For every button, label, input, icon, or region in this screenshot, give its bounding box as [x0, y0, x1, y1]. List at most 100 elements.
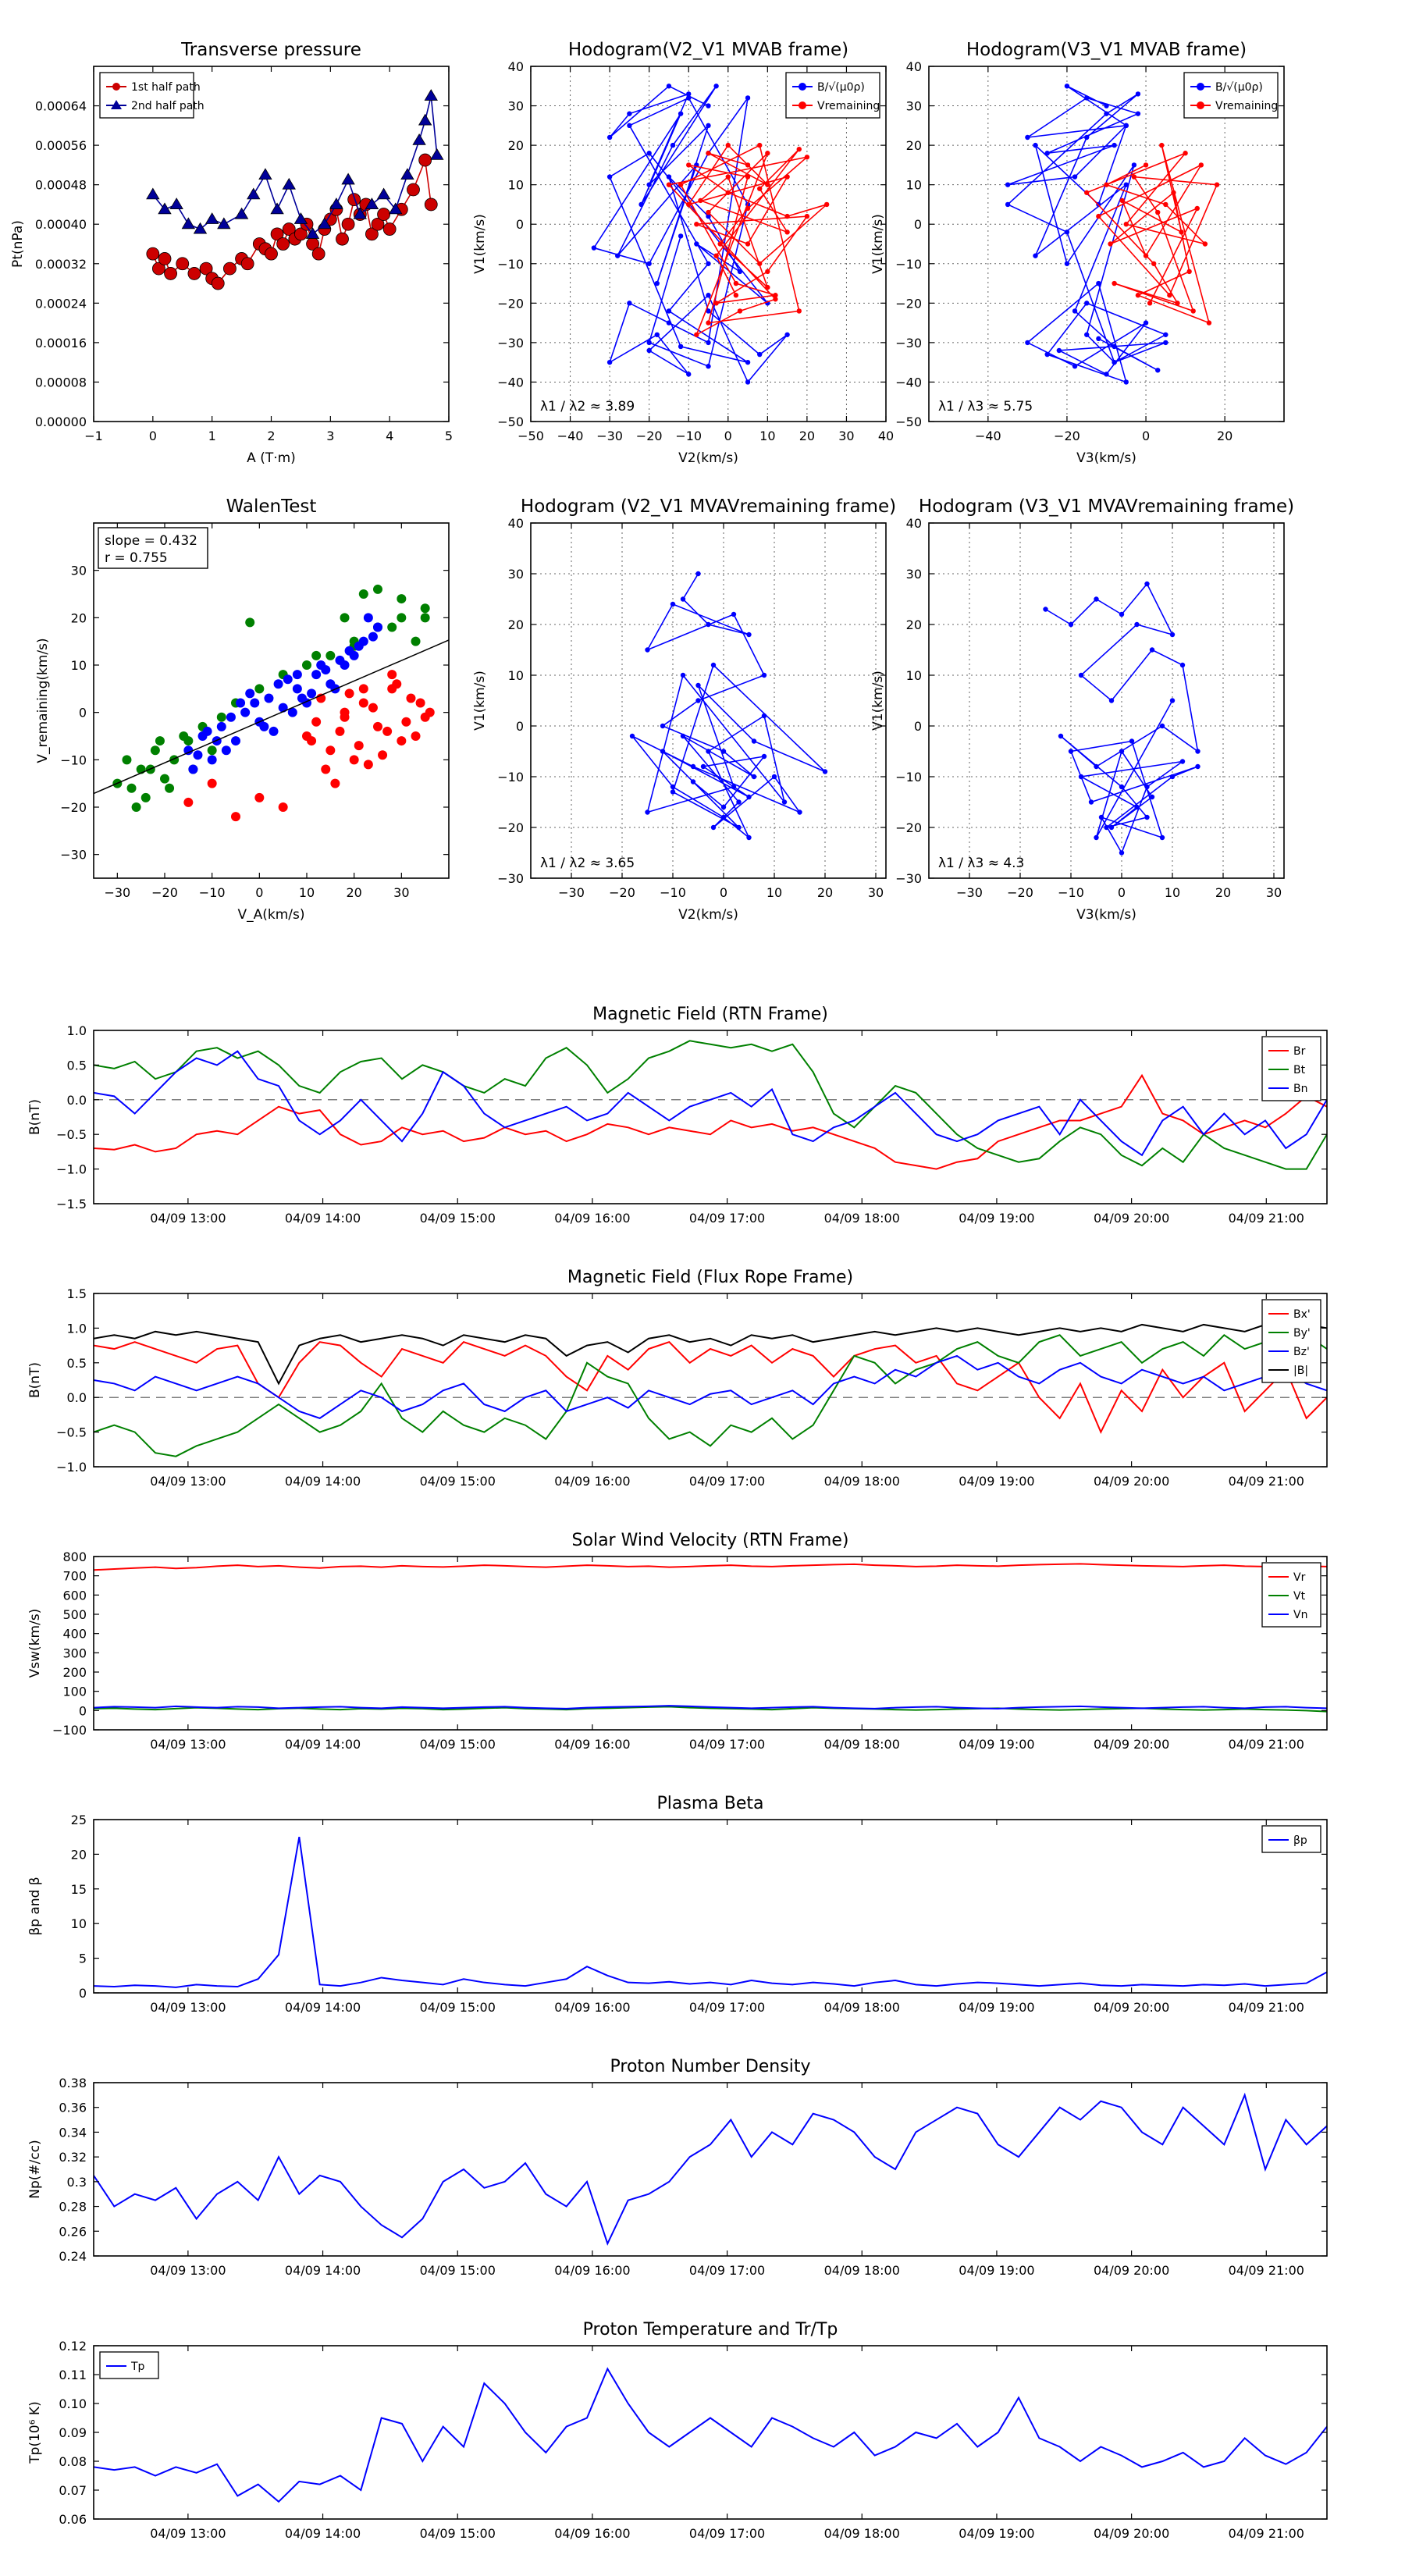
- y-tick-label: 0.00000: [35, 415, 87, 429]
- y-tick-label: 15: [71, 1882, 87, 1897]
- data-point: [1043, 607, 1048, 612]
- data-point: [1149, 794, 1155, 800]
- data-point: [264, 693, 274, 703]
- plot-area: [629, 571, 828, 841]
- x-tick-label: 04/09 20:00: [1094, 1211, 1169, 1226]
- data-point: [226, 712, 236, 722]
- data-point: [1195, 763, 1200, 770]
- data-point: [784, 213, 790, 219]
- y-tick-label: −20: [497, 820, 524, 835]
- data-point: [1163, 201, 1168, 208]
- data-point: [1159, 723, 1165, 729]
- data-point: [1033, 253, 1038, 258]
- data-point: [335, 655, 345, 665]
- y-tick-label: 0.0: [67, 1390, 87, 1405]
- plot-area: [94, 1563, 1327, 1713]
- data-point: [796, 146, 802, 152]
- legend-label: Vremaining: [817, 100, 880, 112]
- chart-title: Hodogram (V3_V1 MVAVremaining frame): [919, 496, 1294, 517]
- x-tick-label: −20: [1007, 885, 1033, 900]
- chart-title: Hodogram(V3_V1 MVAB frame): [966, 40, 1247, 60]
- plot-area: [94, 1040, 1327, 1170]
- y-tick-label: 0.5: [67, 1058, 87, 1073]
- y-tick-label: 40: [906, 516, 922, 531]
- legend-marker: [1197, 83, 1204, 91]
- series-line-Bn: [94, 1050, 1327, 1157]
- data-point: [158, 252, 172, 265]
- data-point: [1155, 368, 1161, 373]
- legend-label: Bn: [1293, 1083, 1307, 1095]
- x-tick-label: −30: [104, 885, 130, 900]
- x-tick-label: −10: [660, 885, 686, 900]
- y-tick-label: 30: [508, 567, 524, 582]
- x-tick-label: 04/09 13:00: [150, 1211, 226, 1226]
- legend: Bx' By' Bz' |B|: [1261, 1299, 1321, 1383]
- chart-transverse_pressure: Transverse pressure −1 0 1 2 3 4 5 0.00000 0.0000…: [10, 40, 453, 466]
- data-point: [737, 308, 743, 314]
- data-point: [720, 804, 727, 810]
- legend-label: Vt: [1293, 1590, 1306, 1603]
- series-line-βp: [94, 1837, 1327, 1988]
- x-axis-label: V2(km/s): [678, 907, 738, 923]
- plot-frame: [928, 66, 1285, 422]
- y-tick-label: −50: [895, 415, 922, 429]
- data-point: [686, 201, 692, 208]
- chart-title: Hodogram (V2_V1 MVAVremaining frame): [521, 496, 896, 517]
- y-tick-label: 40: [906, 59, 922, 74]
- data-point: [713, 253, 719, 258]
- y-tick-label: −1.5: [56, 1197, 87, 1212]
- data-point: [1123, 379, 1129, 385]
- data-point: [629, 733, 635, 739]
- y-tick-label: 20: [906, 138, 922, 153]
- data-point: [678, 111, 684, 116]
- series-line-Bx': [94, 1341, 1327, 1434]
- chart-mag_rtn: Magnetic Field (RTN Frame) 04/09 13:00 04/…: [27, 1005, 1328, 1226]
- data-point: [341, 217, 355, 231]
- y-tick-label: 0.00024: [35, 296, 87, 311]
- data-point: [344, 688, 354, 699]
- data-point: [188, 764, 198, 774]
- data-point: [358, 684, 368, 694]
- chart-hodogram_v3_rem: Hodogram (V3_V1 MVAVremaining frame) −30 −…: [870, 496, 1294, 923]
- data-point: [1044, 151, 1050, 156]
- data-point: [745, 95, 751, 101]
- data-point: [401, 717, 411, 727]
- data-point: [305, 227, 320, 239]
- data-point: [733, 280, 739, 286]
- y-tick-label: 0.36: [59, 2101, 87, 2115]
- data-point: [1112, 142, 1117, 148]
- y-tick-label: 1.0: [67, 1023, 87, 1038]
- data-point: [731, 784, 737, 790]
- data-point: [670, 601, 676, 607]
- data-point: [1202, 241, 1208, 247]
- x-axis-label: V3(km/s): [1076, 450, 1136, 466]
- data-point: [733, 293, 739, 298]
- data-point: [725, 174, 731, 180]
- data-point: [745, 205, 751, 212]
- data-point: [376, 187, 391, 200]
- data-point: [698, 197, 703, 204]
- data-point: [725, 190, 731, 195]
- y-tick-label: 0.3: [67, 2175, 87, 2190]
- y-tick-label: 0.28: [59, 2200, 87, 2215]
- data-point: [1206, 320, 1212, 326]
- data-point: [745, 174, 751, 180]
- data-point: [1119, 749, 1125, 754]
- plot-frame: [93, 1293, 1328, 1468]
- y-tick-label: 700: [62, 1569, 87, 1584]
- x-tick-label: 04/09 19:00: [959, 1211, 1034, 1226]
- x-tick-label: 4: [386, 429, 393, 443]
- y-tick-label: −100: [52, 1723, 87, 1738]
- x-tick-label: −40: [557, 429, 584, 443]
- y-tick-label: 300: [62, 1646, 87, 1660]
- x-tick-label: 20: [799, 429, 815, 443]
- legend-marker: [799, 101, 806, 109]
- y-tick-label: 0.00016: [35, 336, 87, 350]
- data-point: [245, 688, 255, 699]
- x-tick-label: 40: [878, 429, 894, 443]
- data-point: [1108, 824, 1115, 831]
- data-point: [1033, 142, 1038, 148]
- y-tick-label: 0.5: [67, 1356, 87, 1371]
- data-point: [221, 745, 231, 756]
